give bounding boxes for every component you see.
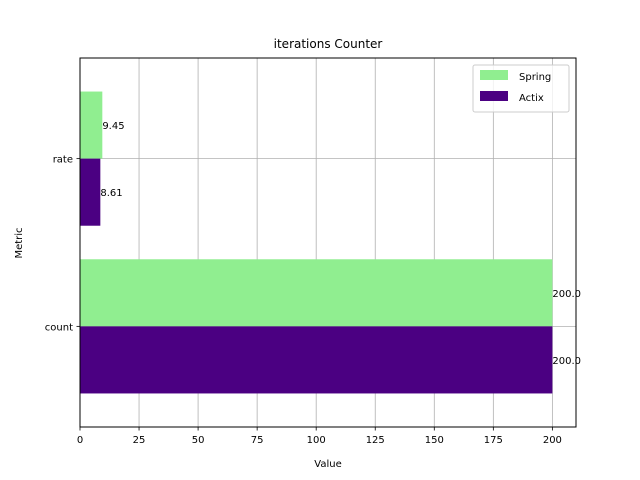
y-tick-label: rate	[53, 155, 73, 166]
bars	[80, 91, 553, 394]
bar-spring-rate	[80, 91, 103, 159]
data-label: 9.45	[102, 121, 124, 132]
legend-label: Spring	[519, 72, 551, 83]
x-tick-label: 0	[77, 435, 83, 446]
legend-swatch-spring	[480, 70, 508, 80]
x-tick-label: 150	[425, 435, 444, 446]
y-axis-label: Metric	[14, 227, 25, 258]
bar-actix-rate	[80, 158, 101, 226]
x-tick-label: 25	[133, 435, 146, 446]
legend-swatch-actix	[480, 91, 508, 101]
legend-label: Actix	[519, 93, 544, 104]
x-tick-label: 175	[484, 435, 503, 446]
data-label: 200.0	[552, 356, 581, 367]
data-label: 8.61	[100, 188, 122, 199]
chart-title: iterations Counter	[274, 37, 383, 51]
x-axis-label: Value	[314, 459, 341, 470]
y-tick-label: count	[45, 322, 73, 333]
x-tick-label: 100	[307, 435, 326, 446]
data-label: 200.0	[552, 289, 581, 300]
x-tick-label: 50	[192, 435, 205, 446]
bar-spring-count	[80, 259, 553, 327]
axes-frame	[79, 57, 577, 428]
x-tick-label: 125	[366, 435, 385, 446]
x-tick-label: 200	[543, 435, 562, 446]
data-labels: 200.0 9.45 200.0 8.61	[100, 121, 581, 367]
y-ticks: count rate	[45, 155, 80, 333]
legend: Spring Actix	[472, 64, 570, 113]
x-ticks: 0 25 50 75 100 125 150 175 200	[77, 427, 562, 446]
bar-actix-count	[80, 326, 553, 394]
x-tick-label: 75	[251, 435, 264, 446]
